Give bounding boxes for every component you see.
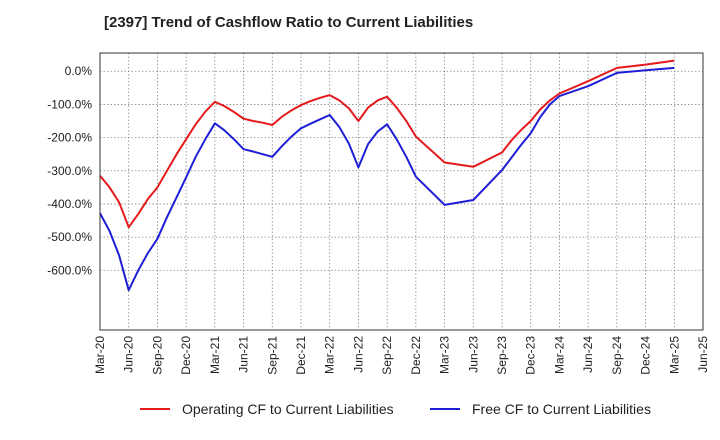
legend-label-operating-cf: Operating CF to Current Liabilities [182, 401, 394, 417]
x-tick-label: Dec-20 [179, 336, 193, 375]
x-tick-label: Sep-20 [150, 336, 164, 375]
y-tick-label: -200.0% [47, 131, 92, 145]
axis-ticks: Mar-20 Jun-20 Sep-20 Dec-20 Mar-21 Jun-21 Sep-… [47, 64, 710, 374]
x-tick-label: Mar-20 [93, 336, 107, 374]
legend: Operating CF to Current Liabilities Free … [140, 401, 651, 417]
y-tick-label: -600.0% [47, 263, 92, 277]
plot-area-frame [99, 52, 704, 331]
x-tick-label: Mar-23 [438, 336, 452, 374]
y-tick-label: 0.0% [65, 64, 93, 78]
legend-label-free-cf: Free CF to Current Liabilities [472, 401, 651, 417]
x-tick-label: Mar-22 [323, 336, 337, 374]
operating-cf-line [99, 59, 675, 229]
x-tick-label: Mar-25 [667, 336, 681, 374]
y-tick-label: -100.0% [47, 97, 92, 111]
series-lines [99, 59, 675, 292]
y-tick-label: -400.0% [47, 197, 92, 211]
x-tick-label: Sep-21 [265, 336, 279, 375]
x-tick-label: Sep-22 [380, 336, 394, 375]
x-tick-label: Dec-21 [294, 336, 308, 375]
x-tick-label: Mar-24 [552, 336, 566, 374]
x-tick-label: Dec-23 [524, 336, 538, 375]
x-tick-label: Dec-22 [409, 336, 423, 375]
x-tick-label: Dec-24 [639, 336, 653, 375]
free-cf-line [99, 66, 675, 292]
x-tick-label: Jun-23 [466, 336, 480, 373]
y-tick-label: -300.0% [47, 164, 92, 178]
x-tick-label: Jun-20 [122, 336, 136, 373]
x-tick-label: Jun-22 [351, 336, 365, 373]
chart-title: [2397] Trend of Cashflow Ratio to Curren… [104, 14, 474, 31]
x-tick-label: Mar-21 [208, 336, 222, 374]
x-tick-label: Sep-23 [495, 336, 509, 375]
x-tick-label: Jun-21 [237, 336, 251, 373]
x-tick-label: Jun-24 [581, 336, 595, 373]
x-tick-label: Sep-24 [610, 336, 624, 375]
grid [100, 53, 703, 330]
y-tick-label: -500.0% [47, 230, 92, 244]
x-tick-label: Jun-25 [696, 336, 710, 373]
